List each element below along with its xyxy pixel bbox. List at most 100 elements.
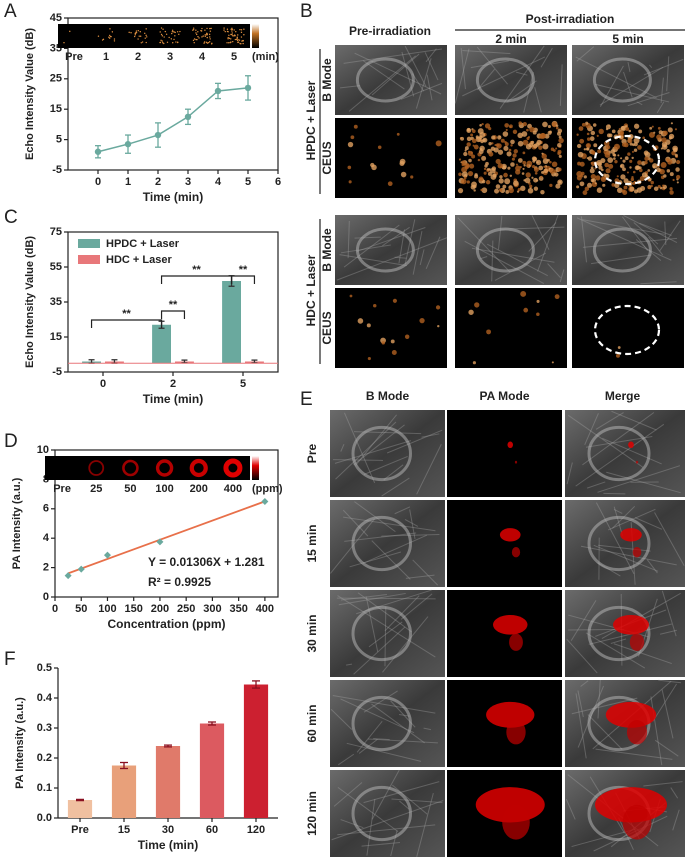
texture bbox=[333, 782, 363, 807]
contrast-speck bbox=[470, 133, 474, 137]
contrast-speck bbox=[507, 166, 511, 170]
contrast-speck bbox=[500, 138, 505, 143]
y-tick-label: 0.3 bbox=[37, 722, 52, 734]
contrast-speck bbox=[586, 137, 591, 141]
contrast-speck bbox=[613, 157, 616, 160]
x-tick-label: 30 bbox=[162, 824, 174, 836]
y-tick-label: -5 bbox=[52, 164, 62, 176]
texture bbox=[661, 689, 674, 739]
tissue bbox=[355, 227, 415, 273]
inset-speckle bbox=[243, 34, 245, 36]
tissue bbox=[355, 57, 415, 103]
contrast-speck bbox=[589, 168, 595, 174]
texture bbox=[595, 83, 670, 103]
inset-speckle bbox=[130, 32, 132, 34]
texture bbox=[400, 82, 443, 100]
texture bbox=[613, 506, 624, 536]
inset-speckle bbox=[166, 41, 169, 44]
mode-label: B Mode bbox=[320, 228, 334, 272]
image-tile bbox=[447, 590, 562, 677]
inset-speckle bbox=[195, 38, 197, 41]
texture bbox=[362, 534, 428, 564]
texture bbox=[371, 769, 400, 820]
contrast-speck bbox=[555, 147, 558, 150]
contrast-speck bbox=[523, 164, 526, 167]
texture bbox=[635, 239, 662, 262]
inset-speckle bbox=[175, 41, 177, 43]
inset-speckle bbox=[178, 33, 180, 36]
contrast-speck bbox=[488, 151, 494, 157]
contrast-speck bbox=[667, 127, 673, 133]
contrast-speck bbox=[594, 182, 597, 185]
image-tile bbox=[335, 118, 447, 198]
contrast-speck bbox=[470, 151, 473, 154]
contrast-speck bbox=[495, 184, 501, 189]
pa-signal bbox=[628, 441, 634, 449]
x-tick-label: 3 bbox=[185, 176, 191, 188]
texture bbox=[349, 551, 402, 568]
inset-speckle bbox=[176, 31, 179, 33]
inset-speckle bbox=[209, 30, 212, 32]
inset-speckle bbox=[226, 42, 228, 44]
texture bbox=[491, 240, 494, 282]
texture bbox=[330, 708, 353, 730]
inset-speckle bbox=[209, 27, 211, 30]
contrast-speck bbox=[636, 187, 643, 193]
contrast-speck bbox=[531, 156, 537, 161]
contrast-speck bbox=[644, 160, 648, 165]
texture bbox=[363, 781, 440, 804]
pa-signal bbox=[493, 614, 528, 635]
texture bbox=[392, 784, 428, 815]
texture bbox=[602, 437, 662, 465]
contrast-speck bbox=[371, 164, 377, 171]
inset-speckle bbox=[227, 38, 229, 40]
tile-bg bbox=[335, 288, 447, 368]
inset-speckle bbox=[231, 28, 233, 31]
column-header: Post-irradiation bbox=[526, 12, 615, 26]
contrast-speck bbox=[643, 150, 649, 156]
contrast-speck bbox=[512, 153, 517, 158]
contrast-speck bbox=[549, 160, 552, 164]
contrast-speck bbox=[631, 156, 634, 160]
inset-speckle bbox=[211, 43, 213, 45]
contrast-speck bbox=[554, 294, 560, 300]
texture bbox=[643, 58, 684, 76]
contrast-speck bbox=[542, 143, 549, 150]
tile-bg bbox=[330, 500, 445, 587]
texture bbox=[424, 52, 439, 81]
texture bbox=[340, 593, 388, 601]
contrast-speck bbox=[485, 180, 491, 185]
texture bbox=[568, 628, 625, 631]
inset-speckle bbox=[203, 41, 206, 43]
image-tile bbox=[330, 680, 445, 767]
texture bbox=[576, 217, 672, 261]
inset-well bbox=[122, 459, 139, 477]
contrast-speck bbox=[604, 152, 611, 158]
tissue bbox=[587, 425, 651, 482]
texture bbox=[416, 444, 442, 495]
inset-speckle bbox=[230, 33, 232, 36]
contrast-speck bbox=[471, 154, 476, 159]
inset-speckle bbox=[113, 38, 116, 40]
inset-colorbar bbox=[252, 456, 259, 480]
inset-speckle bbox=[232, 40, 234, 43]
column-header: PA Mode bbox=[480, 389, 530, 403]
contrast-speck bbox=[419, 318, 425, 324]
image-tile bbox=[572, 118, 684, 198]
contrast-speck bbox=[478, 176, 484, 182]
contrast-speck bbox=[466, 136, 472, 142]
inset-speckle bbox=[231, 30, 233, 32]
inset-speckle bbox=[226, 28, 229, 30]
data-point bbox=[156, 538, 164, 546]
inset-speckle bbox=[197, 31, 199, 33]
inset-speckle bbox=[163, 36, 165, 38]
contrast-speck bbox=[466, 164, 470, 168]
inset-speckle bbox=[232, 35, 234, 37]
image-tile bbox=[330, 769, 445, 857]
inset-speckle bbox=[206, 36, 208, 39]
x-axis-label: Time (min) bbox=[143, 190, 203, 204]
inset-speckle bbox=[171, 31, 174, 33]
panel-letter: E bbox=[300, 389, 313, 410]
texture bbox=[567, 414, 644, 468]
contrast-speck bbox=[479, 132, 486, 138]
